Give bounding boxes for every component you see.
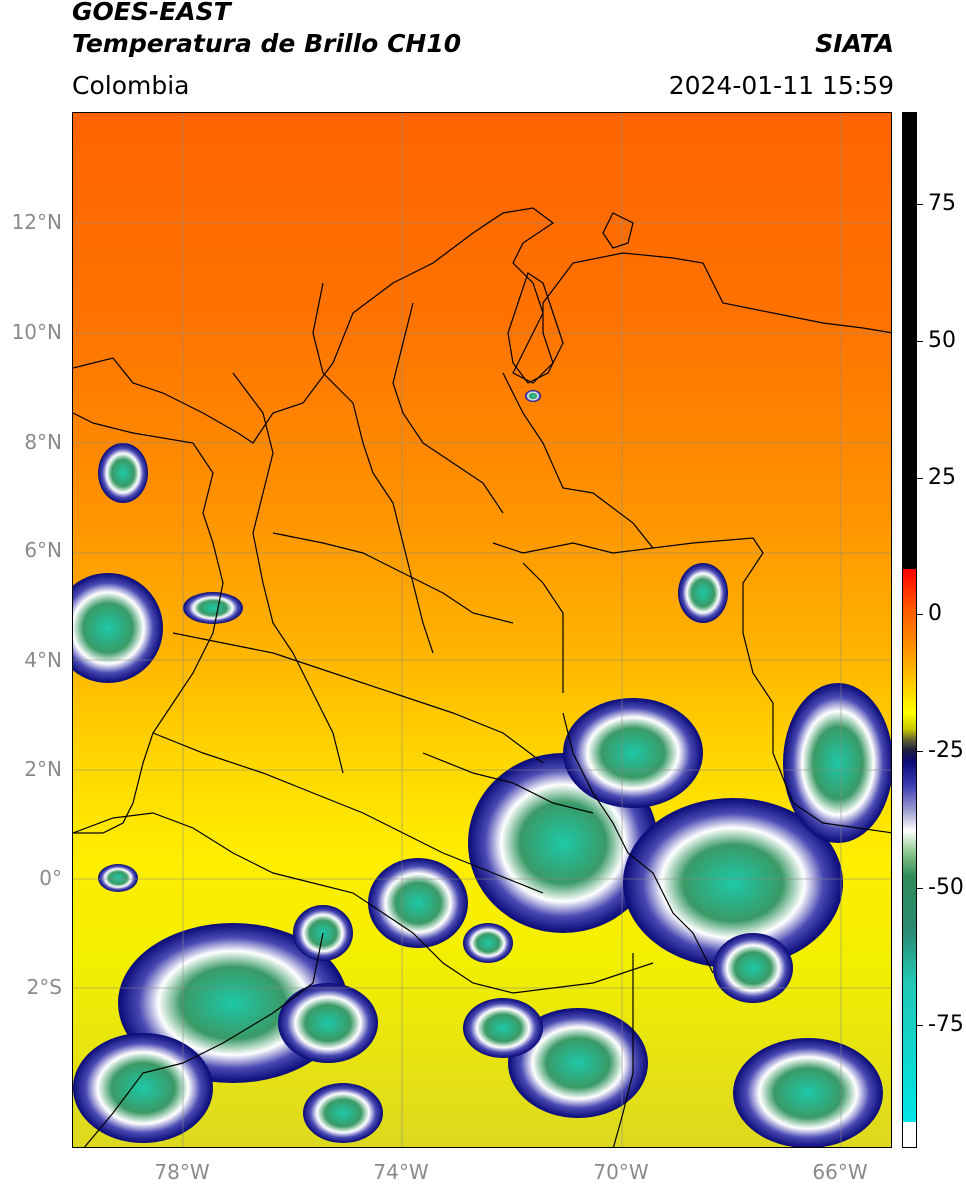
lat-label-2s: 2°S	[26, 975, 62, 999]
timestamp-label: 2024-01-11 15:59	[668, 71, 894, 100]
region-label: Colombia	[72, 71, 190, 100]
colorbar-label-50: 50	[928, 328, 956, 353]
cloud-cell	[98, 864, 138, 892]
cloud-cell	[463, 998, 543, 1058]
lon-label-70w: 70°W	[593, 1160, 649, 1184]
lat-label-6n: 6°N	[24, 538, 62, 562]
colorbar-tick	[917, 614, 923, 615]
brand-label: SIATA	[815, 29, 894, 58]
pacific-coast	[73, 412, 224, 834]
colorbar-tick	[917, 478, 923, 479]
graticule	[73, 113, 891, 1147]
lake-maracaibo	[507, 272, 564, 384]
internal-dept-2	[312, 282, 434, 654]
lon-label-66w: 66°W	[812, 1160, 868, 1184]
cloud-cell	[678, 563, 728, 623]
colorbar-tick	[917, 888, 923, 889]
lat-label-4n: 4°N	[24, 648, 62, 672]
lat-label-10n: 10°N	[11, 320, 62, 344]
caribbean-coast	[73, 207, 891, 444]
peru-border	[83, 932, 324, 1147]
colombia-east-border	[502, 372, 891, 834]
colorbar-label-neg25: -25	[928, 738, 964, 763]
colorbar-label-25: 25	[928, 465, 956, 490]
cloud-cell	[303, 1083, 383, 1143]
internal-dept-3	[392, 302, 504, 514]
colorbar	[902, 112, 917, 1148]
map-panel[interactable]	[72, 112, 892, 1148]
internal-dept-6	[172, 632, 544, 764]
internal-dept-5	[492, 542, 654, 554]
colorbar-tick	[917, 1025, 923, 1026]
lat-label-8n: 8°N	[24, 430, 62, 454]
satellite-title: GOES-EAST	[72, 0, 231, 26]
cloud-cell	[73, 1033, 213, 1143]
cloud-cell	[623, 798, 843, 968]
lat-label-0: 0°	[39, 866, 62, 890]
internal-dept-7	[152, 732, 544, 894]
cloud-cell	[733, 1038, 883, 1147]
internal-dept-1	[232, 372, 344, 774]
cloud-cell	[98, 443, 148, 503]
amazon-border	[612, 953, 634, 1147]
colorbar-label-neg50: -50	[928, 875, 964, 900]
product-title: Temperatura de Brillo CH10	[72, 29, 462, 58]
cloud-systems	[73, 390, 891, 1147]
cloud-cell	[183, 592, 243, 624]
internal-dept-4	[272, 532, 514, 624]
peninsula-paraguana	[602, 212, 634, 249]
lat-label-2n: 2°N	[24, 757, 62, 781]
cloud-cell	[783, 683, 891, 843]
colorbar-label-neg75: -75	[928, 1012, 964, 1037]
colorbar-tick	[917, 751, 923, 752]
boundaries	[73, 207, 891, 1147]
lat-label-12n: 12°N	[11, 210, 62, 234]
cloud-cell	[73, 573, 163, 683]
lon-label-74w: 74°W	[373, 1160, 429, 1184]
internal-dept-9	[422, 752, 594, 814]
colorbar-tick	[917, 204, 923, 205]
colorbar-label-0: 0	[928, 601, 942, 626]
lon-label-78w: 78°W	[154, 1160, 210, 1184]
cloud-cell	[563, 698, 703, 808]
colorbar-tick	[917, 341, 923, 342]
colorbar-label-75: 75	[928, 191, 956, 216]
map-svg	[73, 113, 891, 1147]
cloud-cell	[463, 923, 513, 963]
cloud-cell	[368, 858, 468, 948]
cloud-cell	[525, 390, 541, 402]
internal-dept-8	[522, 562, 564, 693]
brazil-border	[562, 712, 714, 974]
colombia-south-border	[73, 812, 654, 994]
cloud-cell	[278, 983, 378, 1063]
cloud-cell	[508, 1008, 648, 1118]
cloud-cell	[713, 933, 793, 1003]
